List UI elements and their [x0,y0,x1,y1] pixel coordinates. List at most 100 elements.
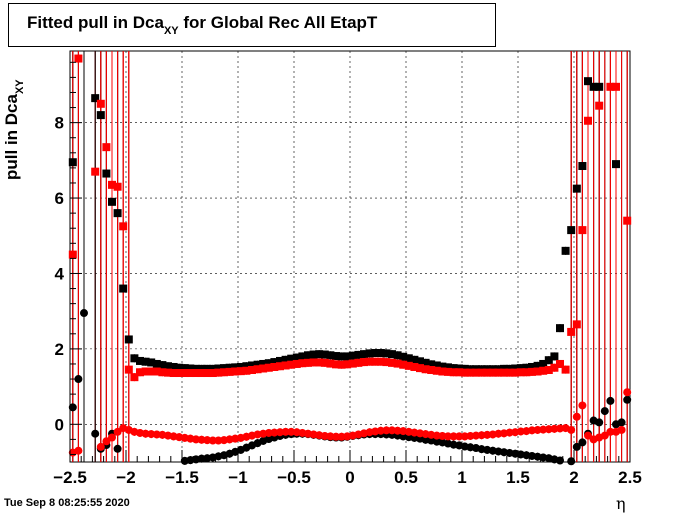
data-point-circle [74,375,83,384]
timestamp: Tue Sep 8 08:25:55 2020 [4,497,130,509]
data-point-circle [113,444,122,453]
data-point-square [388,350,396,359]
y-tick-label: 4 [55,264,65,283]
data-point-circle [623,388,632,397]
data-point-square [567,327,576,336]
data-point-square [388,358,396,367]
data-point-square [259,359,268,368]
data-point-square [561,246,570,255]
data-point-square [91,94,100,103]
data-point-square [500,368,508,377]
data-point-circle [80,309,88,318]
data-point-circle [208,436,217,445]
data-point-square [225,363,234,372]
data-point-square [186,364,195,373]
data-point-square [533,361,542,370]
data-point-square [416,364,424,373]
data-point-square [304,351,312,360]
title-subscript: XY [163,25,179,37]
data-point-square [466,368,475,377]
data-point-circle [578,438,587,447]
data-point-square [404,361,413,370]
data-point-square [248,361,256,370]
data-point-square [236,367,245,376]
data-point-square [203,369,212,378]
data-point-square [270,358,279,367]
data-point-circle [382,426,391,435]
data-point-square [427,360,436,369]
title-box: Fitted pull in DcaXY for Global Rec All … [8,3,496,47]
data-point-square [399,352,408,361]
data-point-circle [572,412,581,421]
data-point-square [236,362,245,371]
data-point-square [152,367,161,376]
data-point-square [298,359,307,368]
title-main: Fitted pull in Dca [27,13,164,32]
data-point-square [253,365,262,374]
data-point-square [337,360,346,369]
data-point-square [147,367,156,376]
data-point-circle [600,431,609,440]
data-point-square [326,351,335,360]
data-point-square [180,369,189,378]
chart-title: Fitted pull in DcaXY for Global Rec All … [27,13,377,37]
data-point-square [298,352,307,361]
data-point-square [91,167,100,176]
data-point-circle [595,418,604,427]
data-point-square [158,361,167,370]
data-point-circle [444,432,452,441]
data-point-square [533,367,542,376]
data-point-circle [91,429,100,438]
data-point-square [343,360,352,369]
data-point-square [108,197,116,206]
data-point-square [259,364,268,373]
data-point-square [444,363,452,372]
data-point-square [158,368,167,377]
data-point-square [382,349,391,358]
data-point-square [287,354,296,363]
data-point-square [220,368,228,377]
x-tick-label: −0.5 [277,468,311,487]
data-point-square [623,216,632,225]
data-point-square [567,226,576,235]
data-point-square [376,357,385,366]
data-point-square [231,367,240,376]
data-point-square [164,362,172,371]
data-point-square [315,358,324,367]
data-point-square [449,368,458,377]
data-point-square [108,180,116,189]
data-point-square [102,143,111,152]
data-point-square [399,360,408,369]
data-point-square [231,363,240,372]
data-point-square [432,366,441,375]
data-point-square [348,359,357,368]
data-point-square [68,158,77,167]
data-point-square [612,82,620,91]
data-point-circle [108,433,116,442]
data-point-square [449,364,458,373]
x-tick-label: 0 [345,468,354,487]
data-point-square [152,359,161,368]
data-point-square [421,365,430,374]
x-tick-label: 1.5 [506,468,530,487]
data-point-square [147,358,156,367]
data-point-circle [567,457,576,466]
data-point-square [393,351,402,360]
data-point-square [130,354,139,363]
data-point-square [360,358,368,367]
data-point-square [119,284,128,293]
data-point-circle [617,418,626,427]
data-point-square [309,350,318,359]
data-point-square [113,182,122,191]
data-point-square [309,358,318,367]
data-point-square [264,363,273,372]
x-axis-label: η [616,494,626,513]
x-tick-label: −2.5 [53,468,87,487]
data-point-square [192,364,200,373]
data-point-circle [556,456,564,465]
data-point-square [208,369,217,378]
data-point-square [511,364,520,373]
data-point-square [192,369,200,378]
data-point-square [354,358,363,367]
data-point-square [124,335,133,344]
